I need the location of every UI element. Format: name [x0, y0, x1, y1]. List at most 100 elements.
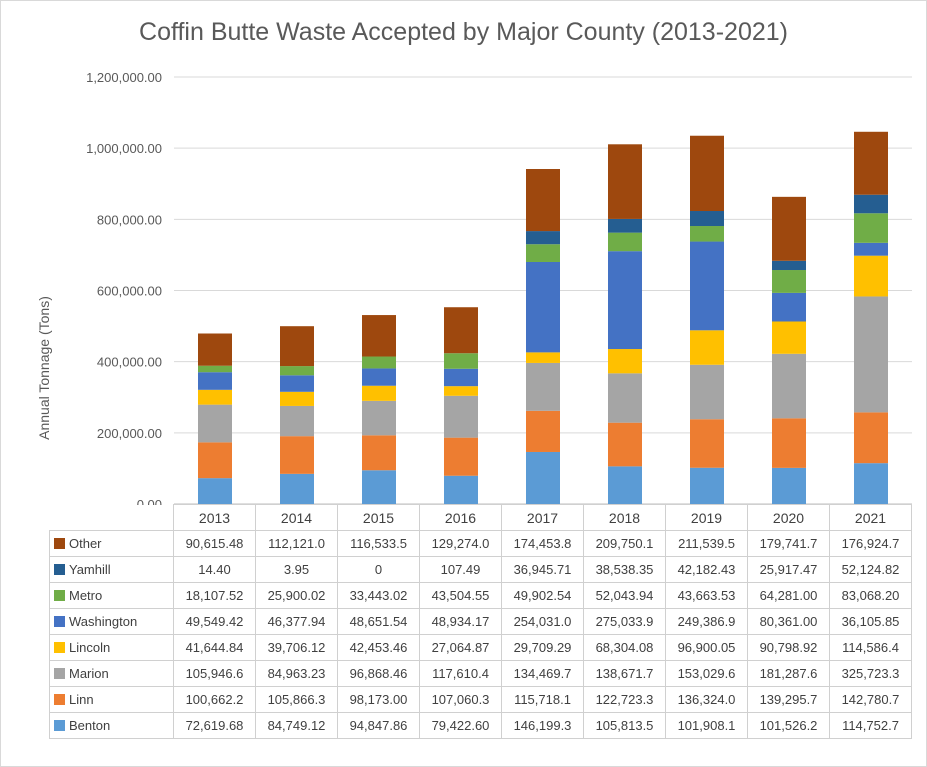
legend-swatch: [54, 590, 65, 601]
legend-label: Linn: [69, 692, 94, 707]
data-label: 136,324.0: [666, 687, 748, 713]
bar-washington-2017: [526, 262, 560, 352]
data-label: 209,750.1: [584, 531, 666, 557]
table-row: Benton 72,619.68 84,749.12 94,847.86 79,422.…: [50, 713, 912, 739]
bar-other-2020: [772, 197, 806, 261]
data-label: 42,182.43: [666, 557, 748, 583]
legend-entry: Lincoln: [50, 635, 174, 661]
data-label: 105,946.6: [174, 661, 256, 687]
bar-washington-2018: [608, 251, 642, 349]
legend-entry: Linn: [50, 687, 174, 713]
bar-other-2021: [854, 132, 888, 195]
bar-linn-2020: [772, 418, 806, 468]
bar-lincoln-2016: [444, 386, 478, 396]
data-label: 181,287.6: [748, 661, 830, 687]
x-tick-label: 2021: [830, 505, 912, 531]
data-label: 84,963.23: [256, 661, 338, 687]
data-label: 25,917.47: [748, 557, 830, 583]
bar-benton-2020: [772, 468, 806, 504]
bar-metro-2018: [608, 233, 642, 252]
bar-yamhill-2021: [854, 195, 888, 214]
bar-other-2019: [690, 136, 724, 211]
bar-metro-2015: [362, 357, 396, 369]
data-label: 3.95: [256, 557, 338, 583]
data-label: 43,504.55: [420, 583, 502, 609]
legend-entry: Metro: [50, 583, 174, 609]
data-label: 146,199.3: [502, 713, 584, 739]
legend-swatch: [54, 694, 65, 705]
data-label: 211,539.5: [666, 531, 748, 557]
data-label: 64,281.00: [748, 583, 830, 609]
bar-other-2013: [198, 333, 232, 365]
x-tick-label: 2017: [502, 505, 584, 531]
y-tick-label: 1,000,000.00: [86, 141, 162, 156]
bar-benton-2017: [526, 452, 560, 504]
bar-washington-2019: [690, 242, 724, 331]
bar-lincoln-2021: [854, 256, 888, 297]
bar-lincoln-2013: [198, 390, 232, 405]
data-label: 36,945.71: [502, 557, 584, 583]
legend-entry: Other: [50, 531, 174, 557]
data-label: 105,813.5: [584, 713, 666, 739]
legend-label: Metro: [69, 588, 102, 603]
bar-metro-2019: [690, 226, 724, 242]
data-label: 48,934.17: [420, 609, 502, 635]
data-label: 112,121.0: [256, 531, 338, 557]
table-row: Metro 18,107.52 25,900.02 33,443.02 43,504.5…: [50, 583, 912, 609]
bar-benton-2016: [444, 476, 478, 504]
data-label: 36,105.85: [830, 609, 912, 635]
data-label: 174,453.8: [502, 531, 584, 557]
bar-yamhill-2018: [608, 219, 642, 233]
data-label: 114,586.4: [830, 635, 912, 661]
data-label: 325,723.3: [830, 661, 912, 687]
bar-linn-2018: [608, 423, 642, 467]
y-tick-label: 200,000.00: [97, 426, 162, 441]
legend-entry: Marion: [50, 661, 174, 687]
data-label: 27,064.87: [420, 635, 502, 661]
bar-linn-2019: [690, 419, 724, 468]
bar-marion-2015: [362, 401, 396, 435]
bar-washington-2021: [854, 243, 888, 256]
bar-other-2014: [280, 326, 314, 366]
bar-benton-2013: [198, 478, 232, 504]
x-tick-label: 2014: [256, 505, 338, 531]
x-tick-label: 2016: [420, 505, 502, 531]
bar-benton-2018: [608, 466, 642, 504]
data-label: 134,469.7: [502, 661, 584, 687]
data-label: 41,644.84: [174, 635, 256, 661]
bar-benton-2021: [854, 463, 888, 504]
data-label: 83,068.20: [830, 583, 912, 609]
bar-yamhill-2020: [772, 261, 806, 270]
x-tick-label: 2013: [174, 505, 256, 531]
data-label: 14.40: [174, 557, 256, 583]
data-label: 101,526.2: [748, 713, 830, 739]
data-label: 96,868.46: [338, 661, 420, 687]
data-label: 33,443.02: [338, 583, 420, 609]
bar-other-2018: [608, 144, 642, 219]
data-label: 122,723.3: [584, 687, 666, 713]
data-label: 46,377.94: [256, 609, 338, 635]
data-label: 116,533.5: [338, 531, 420, 557]
bar-benton-2019: [690, 468, 724, 504]
data-label: 52,124.82: [830, 557, 912, 583]
data-label: 107,060.3: [420, 687, 502, 713]
bar-lincoln-2017: [526, 352, 560, 363]
data-label: 72,619.68: [174, 713, 256, 739]
data-label: 49,549.42: [174, 609, 256, 635]
bar-yamhill-2017: [526, 231, 560, 244]
data-label: 42,453.46: [338, 635, 420, 661]
bar-metro-2020: [772, 270, 806, 293]
table-row: Lincoln 41,644.84 39,706.12 42,453.46 27,064…: [50, 635, 912, 661]
bar-benton-2015: [362, 470, 396, 504]
data-label: 90,798.92: [748, 635, 830, 661]
bar-linn-2015: [362, 435, 396, 470]
data-label: 43,663.53: [666, 583, 748, 609]
data-label: 94,847.86: [338, 713, 420, 739]
bar-marion-2017: [526, 363, 560, 411]
bar-linn-2021: [854, 412, 888, 463]
table-row: Washington 49,549.42 46,377.94 48,651.54 48,…: [50, 609, 912, 635]
legend-label: Marion: [69, 666, 109, 681]
bar-washington-2016: [444, 369, 478, 386]
bar-lincoln-2019: [690, 330, 724, 364]
data-label: 98,173.00: [338, 687, 420, 713]
